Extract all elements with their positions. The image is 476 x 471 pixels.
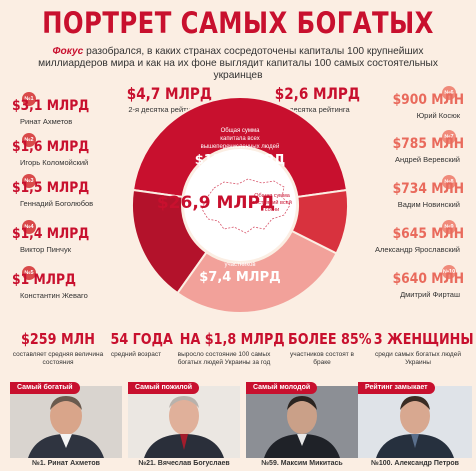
group-second-ten: $4,7 МЛРД 2-я десятка рейтинга [120,84,212,114]
portrait-caption: №100. Александр Петров [371,460,459,467]
stat-caption: составляет средняя величина состояния [12,351,104,366]
group-third-ten: $2,6 МЛРД 3-я десятка рейтинга [268,84,360,114]
stat-married: БОЛЕЕ 85% участников состоят в браке [282,330,372,367]
stat-value: БОЛЕЕ 85% [288,330,372,348]
group-amount: $4,7 МЛРД [126,84,212,103]
donut-slice-1 [131,96,349,199]
subtitle: Фокус разобрался, в каких странах сосред… [20,46,456,82]
inner-bottom-amount: $7,4 МЛРД [199,270,280,285]
subtitle-text: разобрался, в каких странах сосредоточен… [38,46,438,81]
fortune-amount: $785 МЛН [392,136,464,152]
stat-caption: выросло состояние 100 самых богатых люде… [177,351,271,366]
inner-bottom-label-line2: участников [224,262,255,268]
center-total-amount: $26,9 МЛРД [157,193,275,213]
stat-average: $259 МЛН составляет средняя величина сос… [10,330,106,367]
portrait-richest: Самый богатый №1. Ринат Ахметов [10,382,122,471]
rank-badge: №5 [22,266,36,280]
person-photo-icon [128,386,240,458]
inner-top-label-line1: Общая сумма [221,128,260,134]
stats-row: $259 МЛН составляет средняя величина сос… [0,330,476,372]
center-caption-line1: Общая сумма [254,193,291,199]
donut-center [184,149,296,261]
portrait-tag: Самый пожилой [128,382,200,394]
stat-age: 54 ГОДА средний возраст [106,330,173,359]
center-caption-line3: сотни [265,207,279,213]
portrait-caption: №59. Максим Микитась [261,460,343,467]
fortune-amount: $1 МЛРД [12,272,76,288]
fortune-amount: $1,5 МЛРД [12,180,90,196]
fortune-amount: $640 МЛН [392,271,464,287]
group-amount: $2,6 МЛРД [274,84,360,103]
stat-caption: участников состоят в браке [290,351,354,366]
person-name: Юрий Косюк [416,111,460,120]
rank-badge: №7 [442,130,456,144]
person-name: Константин Жеваго [20,291,88,300]
stat-value: 54 ГОДА [110,330,173,348]
portrait-youngest: Самый молодой №59. Максим Микитась [246,382,358,471]
person-name: Виктор Пинчук [20,245,71,254]
center-caption-line2: состояний всей [252,199,292,206]
fortune-amount: $900 МЛН [392,92,464,108]
inner-bottom-label-line1: Остальные 70 [220,254,260,260]
stat-women: 3 ЖЕНЩИНЫ среди самых богатых людей Укра… [366,330,474,367]
stat-value: $259 МЛН [21,330,95,348]
group-caption: 3-я десятка рейтинга [276,105,350,114]
fortune-amount: $1,6 МЛРД [12,139,90,155]
portrait-tag: Самый молодой [246,382,318,394]
rank-badge: №2 [22,133,36,147]
stat-growth: НА $1,8 МЛРД выросло состояние 100 самых… [172,330,285,367]
portrait-caption: №1. Ринат Ахметов [32,460,100,467]
rank-badge: №3 [22,174,36,188]
person-name: Андрей Веревский [395,155,460,164]
group-caption: 2-я десятка рейтинга [128,105,202,114]
portrait-last: Рейтинг замыкает №100. Александр Петров [358,382,472,471]
donut-slice-2 [131,188,208,295]
inner-top-label-line2: капитала всех [220,136,260,142]
inner-top-amount: $12,3 МЛРД [195,153,286,168]
stat-caption: средний возраст [110,351,162,358]
rank-badge: №9 [442,220,456,234]
stat-caption: среди самых богатых людей Украины [375,351,461,366]
inner-top-label-line3: вышеперечисленных людей [201,143,280,150]
person-name: Вадим Новинский [397,200,460,209]
portrait-tag: Рейтинг замыкает [358,382,435,394]
page-title: ПОРТРЕТ САМЫХ БОГАТЫХ [42,6,434,40]
person-name: Дмитрий Фирташ [400,290,460,299]
person-photo-icon [358,386,472,458]
portrait-oldest: Самый пожилой №21. Вячеслав Богуслаев [128,382,240,471]
rank-badge: №1 [22,92,36,106]
rank-badge: №4 [22,220,36,234]
person-name: Геннадий Боголюбов [20,199,94,208]
brand-name: Фокус [52,46,84,57]
donut-slice-4 [176,229,338,314]
person-name: Игорь Коломойский [20,158,89,167]
stat-value: 3 ЖЕНЩИНЫ [373,330,474,348]
rank-badge: №8 [442,175,456,189]
person-photo-icon [10,386,122,458]
fortune-amount: $645 МЛН [392,226,464,242]
person-name: Александр Ярославский [375,245,460,254]
person-photo-icon [246,386,358,458]
rank-badge: №10 [442,265,456,279]
fortune-amount: $3,1 МЛРД [12,98,90,114]
stat-value: НА $1,8 МЛРД [179,330,285,348]
person-name: Ринат Ахметов [20,117,73,126]
rank-badge: №6 [442,86,456,100]
portrait-tag: Самый богатый [10,382,80,394]
portrait-caption: №21. Вячеслав Богуслаев [138,460,230,467]
fortune-amount: $734 МЛН [392,181,464,197]
fortune-amount: $1,4 МЛРД [12,226,90,242]
